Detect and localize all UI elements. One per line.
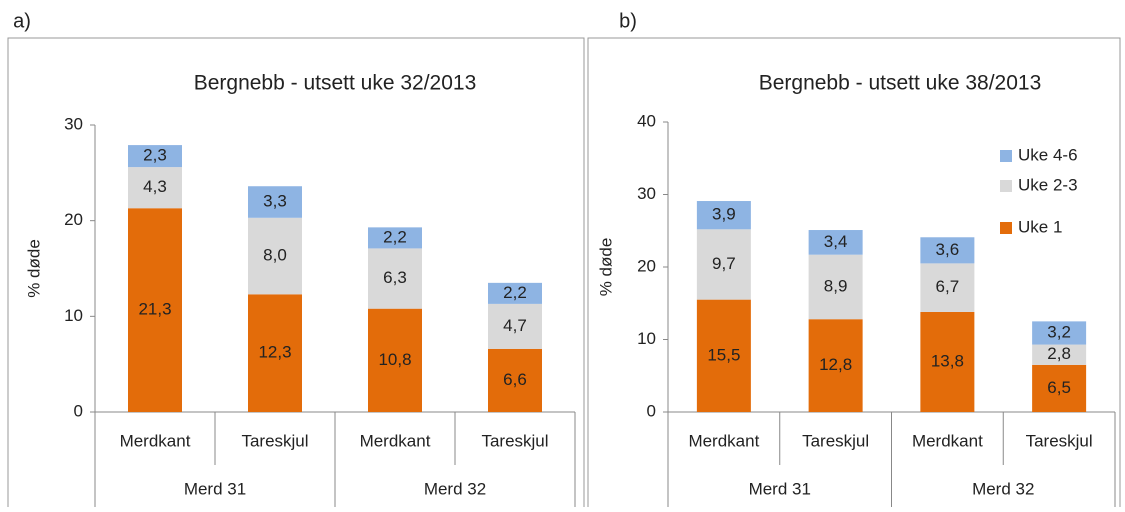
y-tick-label: 0 [74, 401, 83, 420]
legend-label: Uke 1 [1018, 217, 1062, 236]
bar-segment [368, 227, 422, 249]
bar-segment [1032, 321, 1087, 345]
bar-segment [1032, 364, 1087, 412]
value-label: 21,3 [138, 300, 171, 319]
x-tick-label: Merdkant [688, 431, 759, 450]
value-label: 2,3 [143, 146, 167, 165]
x-tick-label: Merdkant [912, 431, 983, 450]
value-label: 8,0 [263, 246, 287, 265]
bar-segment [920, 263, 975, 312]
bar-segment [488, 348, 542, 412]
value-label: 2,2 [383, 227, 407, 246]
y-tick-label: 10 [637, 329, 656, 348]
bar-segment [368, 248, 422, 309]
chart-title: Bergnebb - utsett uke 38/2013 [759, 72, 1042, 95]
y-tick-label: 20 [637, 256, 656, 275]
y-tick-label: 10 [64, 306, 83, 325]
legend-swatch [1000, 150, 1012, 162]
bar-segment [248, 217, 302, 295]
legend-swatch [1000, 222, 1012, 234]
bar-segment [128, 145, 182, 168]
value-label: 9,7 [712, 254, 736, 273]
value-label: 13,8 [931, 351, 964, 370]
legend-swatch [1000, 180, 1012, 192]
legend-label: Uke 4-6 [1018, 145, 1078, 164]
bar-segment [128, 167, 182, 209]
value-label: 6,3 [383, 268, 407, 287]
bar-segment [696, 229, 751, 300]
bar-segment [488, 282, 542, 304]
panel-label: b) [619, 10, 637, 32]
bar-segment [248, 186, 302, 218]
y-tick-label: 0 [647, 401, 656, 420]
panel-label: a) [13, 10, 31, 32]
group-label: Merd 31 [184, 479, 246, 498]
value-label: 15,5 [707, 345, 740, 364]
value-label: 6,6 [503, 370, 527, 389]
value-label: 6,5 [1047, 378, 1071, 397]
value-label: 3,9 [712, 205, 736, 224]
value-label: 12,3 [258, 343, 291, 362]
bar-segment [696, 201, 751, 230]
bar-segment [128, 208, 182, 412]
value-label: 3,4 [824, 232, 848, 251]
value-label: 3,2 [1047, 322, 1071, 341]
bar-segment [808, 230, 863, 255]
value-label: 12,8 [819, 355, 852, 374]
value-label: 4,7 [503, 316, 527, 335]
bar-segment [920, 311, 975, 412]
x-tick-label: Merdkant [360, 431, 431, 450]
bar-segment [248, 294, 302, 412]
x-tick-label: Tareskjul [241, 431, 308, 450]
y-axis-label: % døde [24, 239, 43, 298]
value-label: 6,7 [936, 277, 960, 296]
bar-segment [1032, 344, 1087, 365]
value-label: 2,8 [1047, 344, 1071, 363]
group-label: Merd 32 [424, 479, 486, 498]
value-label: 3,3 [263, 191, 287, 210]
legend-label: Uke 2-3 [1018, 175, 1078, 194]
bar-segment [808, 254, 863, 320]
y-tick-label: 30 [64, 114, 83, 133]
bar-segment [488, 303, 542, 349]
bar-segment [920, 237, 975, 264]
chart-title: Bergnebb - utsett uke 32/2013 [194, 72, 477, 95]
y-tick-label: 20 [64, 210, 83, 229]
bar-segment [368, 308, 422, 412]
y-axis-label: % døde [596, 238, 615, 297]
value-label: 10,8 [378, 350, 411, 369]
x-tick-label: Merdkant [120, 431, 191, 450]
value-label: 3,6 [936, 240, 960, 259]
bar-segment [808, 319, 863, 412]
bar-segment [696, 299, 751, 412]
group-label: Merd 31 [749, 479, 811, 498]
x-tick-label: Tareskjul [1026, 431, 1093, 450]
value-label: 2,2 [503, 283, 527, 302]
y-tick-label: 30 [637, 184, 656, 203]
y-tick-label: 40 [637, 111, 656, 130]
x-tick-label: Tareskjul [481, 431, 548, 450]
group-label: Merd 32 [972, 479, 1034, 498]
value-label: 4,3 [143, 177, 167, 196]
x-tick-label: Tareskjul [802, 431, 869, 450]
value-label: 8,9 [824, 276, 848, 295]
